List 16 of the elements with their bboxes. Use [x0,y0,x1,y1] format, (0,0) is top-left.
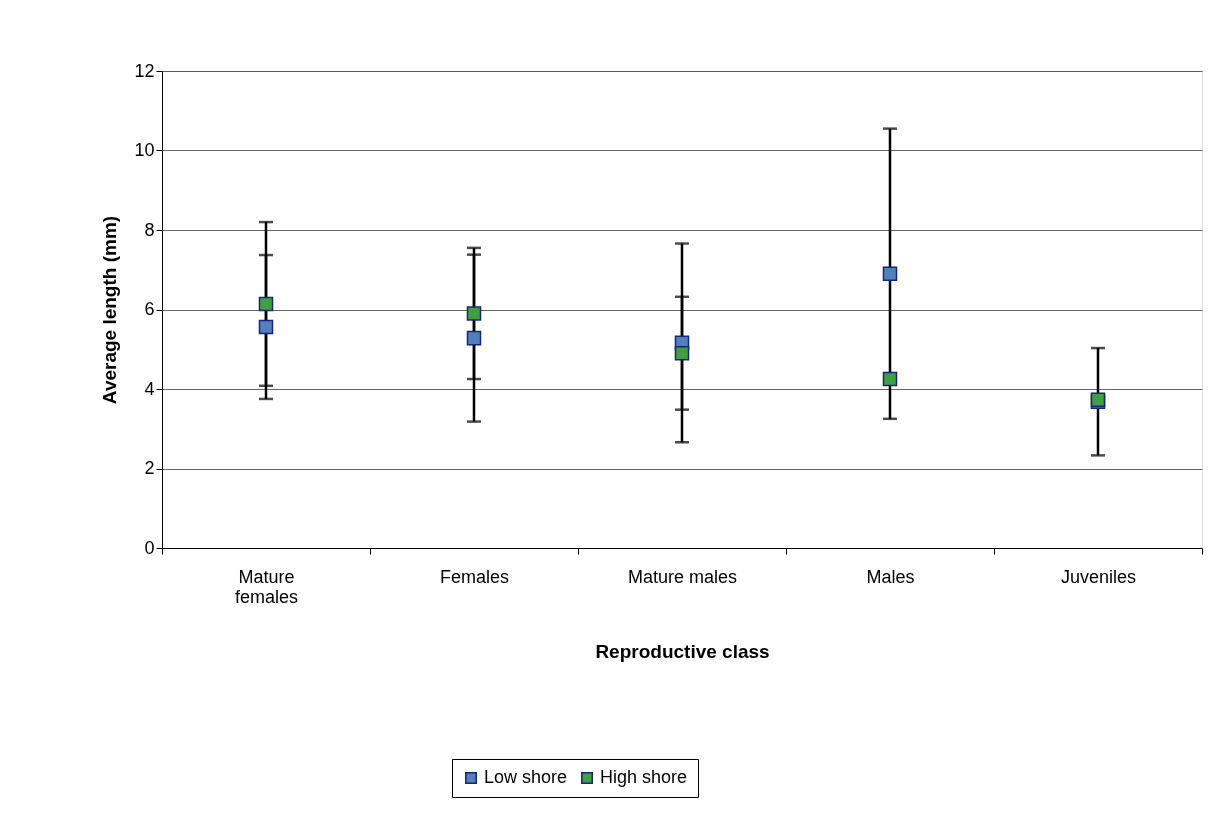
x-tick-label: Juveniles [1060,566,1137,587]
y-tick-label: 10 [134,140,155,160]
y-tick-label: 8 [144,219,155,240]
legend-label: High shore [600,767,688,787]
x-tick-label: Mature males [627,566,738,587]
y-tick-label: 12 [134,60,155,81]
y-tick-label: 4 [144,378,155,399]
legend-label: Low shore [484,767,568,787]
x-tick-label: Males [866,566,915,587]
y-tick-label: 6 [144,299,155,319]
x-axis-title: Reproductive class [595,640,770,662]
y-tick-label: 2 [144,458,155,478]
x-tick-label: Females [439,566,510,587]
x-tick-label: Mature females [234,566,299,607]
y-axis-title: Average length (mm) [99,215,121,405]
y-tick-label: 0 [144,537,155,558]
